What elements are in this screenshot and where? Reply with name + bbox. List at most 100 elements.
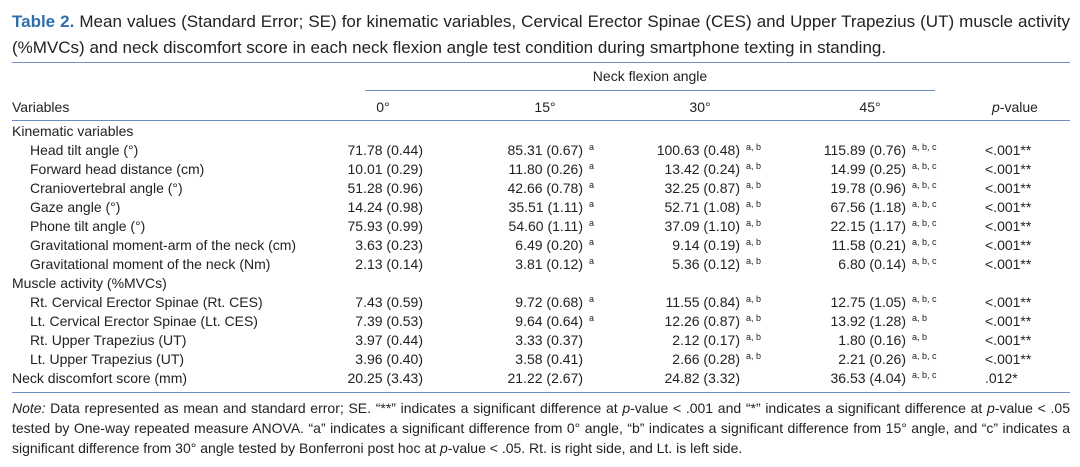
cell-value: 20.25 (3.43) bbox=[347, 370, 424, 386]
cell-value: 3.81 (0.12) bbox=[515, 256, 583, 272]
section-title: Kinematic variables bbox=[12, 123, 134, 139]
p-value: <.001** bbox=[985, 313, 1032, 329]
cell-value: 2.13 (0.14) bbox=[355, 256, 423, 272]
cell-value: 13.42 (0.24) bbox=[664, 161, 741, 177]
cell-sup: a, b, c bbox=[912, 161, 937, 171]
row-label: Rt. Cervical Erector Spinae (Rt. CES) bbox=[30, 294, 263, 310]
header-cell: 45° bbox=[859, 99, 881, 115]
p-value: <.001** bbox=[985, 218, 1032, 234]
header-cell: 15° bbox=[534, 99, 556, 115]
bottom-rule bbox=[12, 392, 1070, 393]
top-rule bbox=[12, 62, 1070, 63]
p-value: <.001** bbox=[985, 351, 1032, 367]
header-cell: 0° bbox=[376, 99, 390, 115]
cell-sup: a, b bbox=[746, 332, 762, 342]
caption-label: Table 2. bbox=[12, 12, 75, 31]
row-label: Phone tilt angle (°) bbox=[30, 218, 146, 234]
row-label: Gravitational moment of the neck (Nm) bbox=[30, 256, 271, 272]
cell-value: 75.93 (0.99) bbox=[347, 218, 424, 234]
cell-value: 42.66 (0.78) bbox=[507, 180, 584, 196]
cell-value: 22.15 (1.17) bbox=[830, 218, 907, 234]
p-value: <.001** bbox=[985, 180, 1032, 196]
cell-sup: a, b bbox=[746, 180, 762, 190]
cell-sup: a, b bbox=[746, 237, 762, 247]
note-text: p bbox=[987, 400, 995, 416]
spanner-rule bbox=[365, 90, 935, 91]
row-label: Lt. Upper Trapezius (UT) bbox=[30, 351, 185, 367]
cell-value: 24.82 (3.32) bbox=[664, 370, 741, 386]
cell-value: 11.80 (0.26) bbox=[508, 161, 583, 177]
cell-sup: a bbox=[589, 161, 595, 171]
cell-value: 19.78 (0.96) bbox=[830, 180, 907, 196]
cell-sup: a, b, c bbox=[912, 294, 937, 304]
cell-sup: a bbox=[589, 294, 595, 304]
caption-text: Mean values (Standard Error; SE) for kin… bbox=[12, 12, 1070, 57]
cell-value: 115.89 (0.76) bbox=[823, 142, 906, 158]
cell-sup: a, b, c bbox=[912, 237, 937, 247]
cell-value: 54.60 (1.11) bbox=[508, 218, 583, 234]
row-label: Forward head distance (cm) bbox=[30, 161, 205, 177]
p-value: <.001** bbox=[985, 161, 1032, 177]
cell-value: 3.97 (0.44) bbox=[355, 332, 423, 348]
note-text: p bbox=[439, 440, 448, 456]
cell-value: 14.99 (0.25) bbox=[830, 161, 907, 177]
row-label: Craniovertebral angle (°) bbox=[30, 180, 183, 196]
cell-sup: a, b bbox=[746, 218, 762, 228]
cell-sup: a, b bbox=[746, 351, 762, 361]
cell-sup: a, b bbox=[746, 294, 762, 304]
note-text: -value < .05 tested by One-way repeated … bbox=[12, 400, 1070, 456]
cell-value: 1.80 (0.16) bbox=[838, 332, 906, 348]
note-text: -value < .05. Rt. is right side, and Lt.… bbox=[447, 440, 743, 456]
caption: Table 2. Mean values (Standard Error; SE… bbox=[12, 9, 1070, 61]
cell-value: 9.14 (0.19) bbox=[672, 237, 740, 253]
cell-value: 2.66 (0.28) bbox=[672, 351, 740, 367]
p-value: <.001** bbox=[985, 256, 1032, 272]
cell-value: 37.09 (1.10) bbox=[664, 218, 741, 234]
cell-sup: a, b bbox=[746, 161, 762, 171]
cell-sup: a bbox=[589, 180, 595, 190]
note-text: p bbox=[622, 400, 631, 416]
note-text: -value < .001 and “*” indicates a signif… bbox=[630, 400, 988, 416]
cell-value: 14.24 (0.98) bbox=[347, 199, 424, 215]
cell-sup: a bbox=[589, 218, 595, 228]
cell-value: 11.55 (0.84) bbox=[665, 294, 740, 310]
note-text: Note: bbox=[12, 400, 46, 416]
cell-value: 85.31 (0.67) bbox=[507, 142, 584, 158]
cell-sup: a bbox=[589, 237, 595, 247]
note-text: Data represented as mean and standard er… bbox=[45, 400, 623, 416]
cell-value: 3.58 (0.41) bbox=[515, 351, 583, 367]
cell-sup: a, b, c bbox=[912, 142, 937, 152]
spanner: Neck flexion angle bbox=[592, 68, 708, 84]
cell-value: 35.51 (1.11) bbox=[508, 199, 583, 215]
cell-value: 3.33 (0.37) bbox=[515, 332, 583, 348]
cell-value: 2.12 (0.17) bbox=[672, 332, 740, 348]
row-label: Lt. Cervical Erector Spinae (Lt. CES) bbox=[30, 313, 258, 329]
cell-sup: a, b bbox=[912, 332, 928, 342]
cell-value: 52.71 (1.08) bbox=[664, 199, 741, 215]
header-text: -value bbox=[999, 99, 1038, 115]
p-value: <.001** bbox=[985, 142, 1032, 158]
cell-value: 6.80 (0.14) bbox=[838, 256, 906, 272]
cell-sup: a, b bbox=[746, 313, 762, 323]
cell-sup: a bbox=[589, 313, 595, 323]
p-value: .012* bbox=[985, 370, 1018, 386]
p-value: <.001** bbox=[985, 332, 1032, 348]
cell-value: 21.22 (2.67) bbox=[507, 370, 584, 386]
row-label: Rt. Upper Trapezius (UT) bbox=[30, 332, 187, 348]
cell-value: 36.53 (4.04) bbox=[830, 370, 907, 386]
p-value: <.001** bbox=[985, 199, 1032, 215]
cell-value: 51.28 (0.96) bbox=[347, 180, 424, 196]
cell-value: 3.96 (0.40) bbox=[355, 351, 423, 367]
cell-value: 9.64 (0.64) bbox=[515, 313, 583, 329]
cell-sup: a, b bbox=[912, 313, 928, 323]
header-cell: 30° bbox=[689, 99, 711, 115]
cell-value: 13.92 (1.28) bbox=[830, 313, 907, 329]
cell-value: 5.36 (0.12) bbox=[672, 256, 740, 272]
cell-sup: a, b bbox=[746, 256, 762, 266]
cell-value: 71.78 (0.44) bbox=[347, 142, 424, 158]
note: Note: Data represented as mean and stand… bbox=[12, 398, 1070, 458]
cell-sup: a, b, c bbox=[912, 370, 937, 380]
p-value: <.001** bbox=[985, 237, 1032, 253]
header-cell: Variables bbox=[12, 99, 70, 115]
